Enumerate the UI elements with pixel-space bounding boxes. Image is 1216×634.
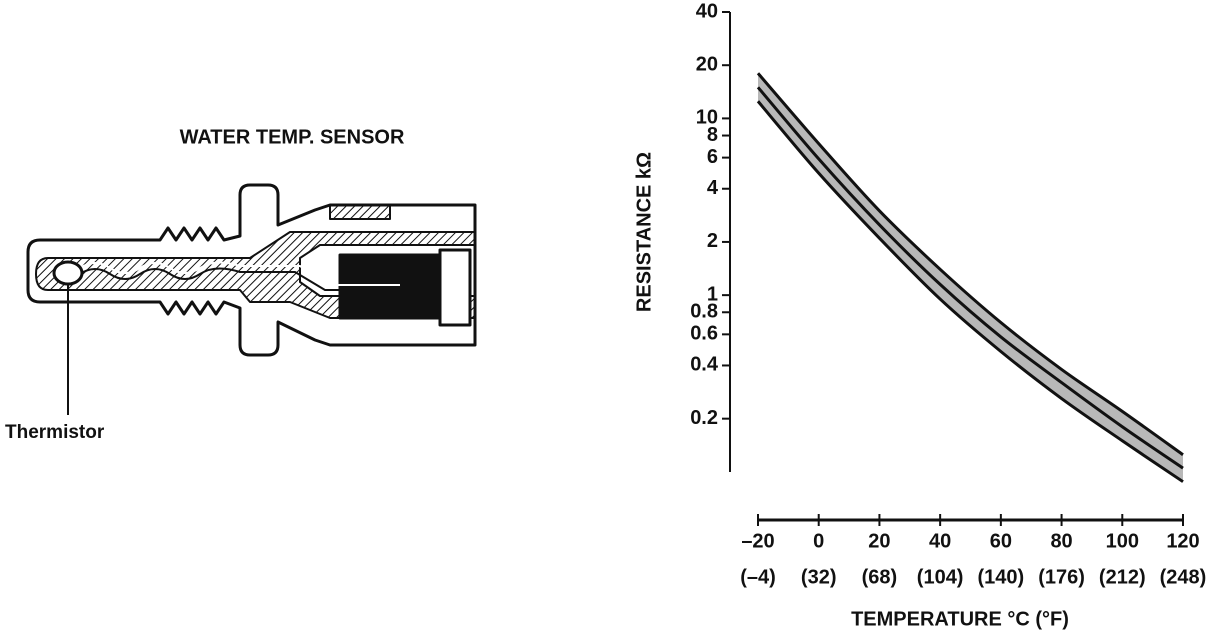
x-tick-sublabel: (32)	[801, 566, 837, 588]
x-tick-label: 100	[1106, 530, 1139, 552]
x-tick-sublabel: (248)	[1160, 566, 1207, 588]
sensor-drawing	[26, 183, 477, 415]
x-tick-sublabel: (176)	[1038, 566, 1085, 588]
y-tick-label: 0.2	[690, 407, 718, 429]
callout-label: Thermistor	[5, 422, 105, 443]
y-tick-label: 0.4	[690, 354, 719, 376]
resistance-curve	[756, 86, 1184, 470]
x-tick-sublabel: (–4)	[740, 566, 776, 588]
x-tick-label: –20	[741, 530, 774, 552]
x-tick-label: 120	[1166, 530, 1199, 552]
diagram-title: WATER TEMP. SENSOR	[180, 126, 405, 148]
x-tick-sublabel: (68)	[862, 566, 898, 588]
y-tick-label: 1	[707, 283, 718, 305]
y-axis-title: RESISTANCE kΩ	[633, 152, 655, 312]
y-tick-label: 0.8	[690, 301, 718, 323]
y-tick-label: 8	[707, 124, 718, 146]
y-tick-label: 6	[707, 146, 718, 168]
x-tick-label: 0	[813, 530, 824, 552]
y-tick-label: 10	[696, 107, 718, 129]
x-tick-label: 60	[990, 530, 1012, 552]
resistance-curve	[756, 100, 1184, 483]
y-tick-label: 4	[707, 177, 719, 199]
y-tick-label: 2	[707, 230, 718, 252]
y-tick-label: 20	[696, 53, 718, 75]
resistance-curve	[756, 72, 1184, 456]
y-tick-label: 40	[696, 0, 718, 22]
x-tick-label: 80	[1050, 530, 1072, 552]
x-tick-sublabel: (104)	[917, 566, 964, 588]
y-tick-label: 0.6	[690, 323, 718, 345]
x-tick-label: 40	[929, 530, 951, 552]
x-tick-sublabel: (212)	[1099, 566, 1146, 588]
x-tick-label: 20	[868, 530, 890, 552]
tolerance-band	[758, 73, 1183, 482]
x-tick-sublabel: (140)	[978, 566, 1025, 588]
x-axis-title: TEMPERATURE °C (°F)	[851, 608, 1069, 630]
